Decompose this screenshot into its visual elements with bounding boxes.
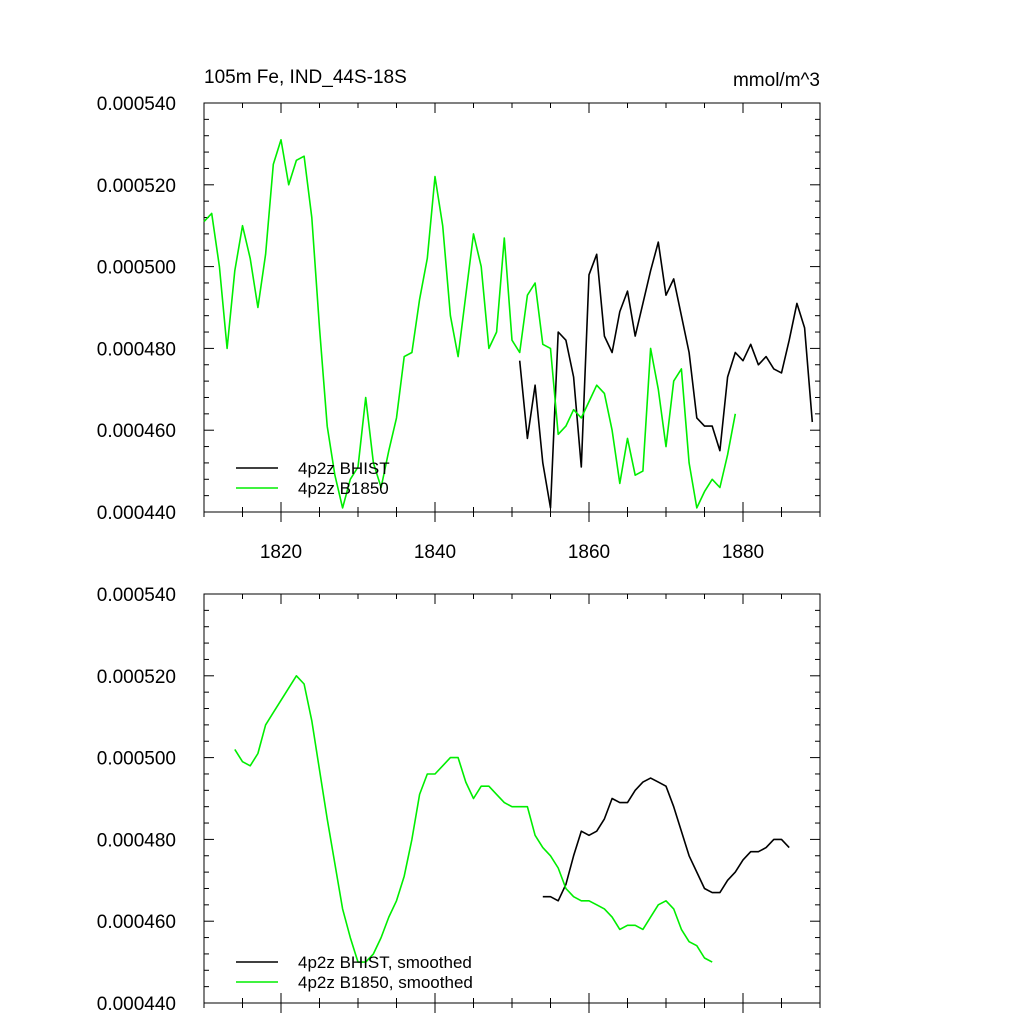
y-tick-label: 0.000520 <box>97 667 176 688</box>
y-tick-label: 0.000460 <box>97 421 176 442</box>
y-tick-label: 0.000540 <box>97 585 176 606</box>
x-tick-label: 1840 <box>414 542 456 563</box>
y-tick-label: 0.000540 <box>97 94 176 115</box>
y-tick-label: 0.000440 <box>97 994 176 1015</box>
chart-panel-bottom: 0.000440 0.000460 0.000480 0.000500 0.000520… <box>97 585 821 1015</box>
legend-label-1: 4p2z B1850 <box>298 479 389 498</box>
x-tick-label: 1880 <box>722 542 764 563</box>
y-tick-label: 0.000500 <box>97 258 176 279</box>
units-label: mmol/m^3 <box>733 70 820 91</box>
legend-label-1: 4p2z B1850, smoothed <box>298 973 473 992</box>
plot-frame <box>203 593 821 1004</box>
legend-label-0: 4p2z BHIST, smoothed <box>298 953 472 972</box>
series-line-0 <box>542 777 790 902</box>
x-tick-label: 1820 <box>260 542 302 563</box>
y-tick-label: 0.000440 <box>97 503 176 524</box>
y-tick-label: 0.000480 <box>97 830 176 851</box>
y-tick-label: 0.000460 <box>97 912 176 933</box>
x-tick-label: 1860 <box>568 542 610 563</box>
series-line-1 <box>203 139 737 509</box>
panel-title: 105m Fe, IND_44S-18S <box>204 67 407 88</box>
y-tick-label: 0.000520 <box>97 176 176 197</box>
legend-label-0: 4p2z BHIST <box>298 459 390 478</box>
series-line-0 <box>518 241 814 509</box>
y-tick-label: 0.000500 <box>97 749 176 770</box>
y-tick-label: 0.000480 <box>97 339 176 360</box>
series-line-1 <box>234 674 713 963</box>
chart-panel-top: 105m Fe, IND_44S-18S mmol/m^3 0.000440 0.… <box>97 67 821 563</box>
